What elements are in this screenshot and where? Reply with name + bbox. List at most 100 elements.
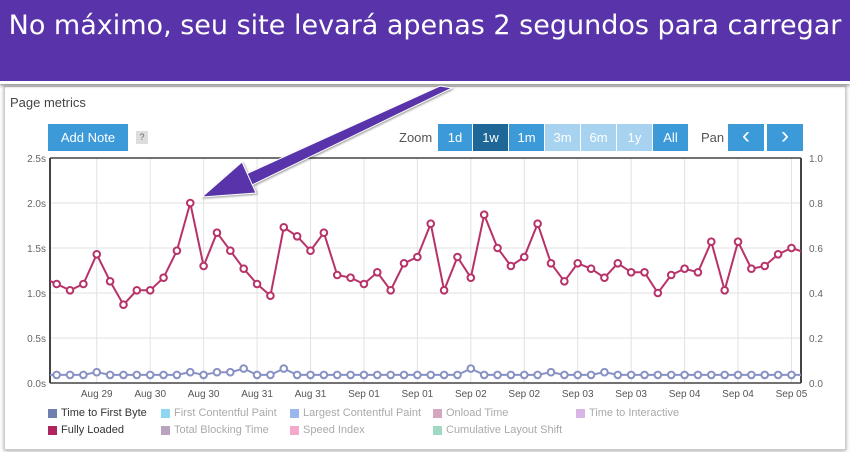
fully-loaded-point[interactable] bbox=[653, 288, 663, 298]
fully-loaded-point[interactable] bbox=[319, 228, 329, 237]
fully-loaded-point[interactable] bbox=[306, 246, 315, 255]
fully-loaded-point[interactable] bbox=[600, 273, 609, 283]
fully-loaded-point[interactable] bbox=[707, 237, 716, 246]
time-to-first-byte-point[interactable] bbox=[613, 370, 623, 380]
fully-loaded-point[interactable] bbox=[132, 286, 142, 295]
fully-loaded-point[interactable] bbox=[65, 286, 75, 295]
time-to-first-byte-point[interactable] bbox=[413, 370, 422, 380]
time-to-first-byte-point[interactable] bbox=[800, 372, 809, 379]
time-to-first-byte-point[interactable] bbox=[666, 370, 676, 380]
fully-loaded-point[interactable] bbox=[426, 219, 436, 228]
fully-loaded-point[interactable] bbox=[680, 264, 689, 274]
time-to-first-byte-point[interactable] bbox=[212, 367, 222, 377]
time-to-first-byte-point[interactable] bbox=[226, 367, 235, 377]
fully-loaded-point[interactable] bbox=[159, 273, 168, 283]
time-to-first-byte-point[interactable] bbox=[466, 364, 476, 373]
fully-loaded-point[interactable] bbox=[172, 246, 182, 255]
time-to-first-byte-point[interactable] bbox=[373, 370, 382, 380]
time-to-first-byte-point[interactable] bbox=[693, 370, 703, 380]
fully-loaded-point[interactable] bbox=[626, 268, 636, 277]
time-to-first-byte-point[interactable] bbox=[292, 370, 302, 380]
legend-item-cumulative-layout-shift[interactable]: Cumulative Layout Shift bbox=[433, 424, 562, 436]
legend-item-time-to-first-byte[interactable]: Time to First Byte bbox=[48, 407, 147, 419]
fully-loaded-point[interactable] bbox=[292, 232, 302, 241]
legend-item-total-blocking-time[interactable]: Total Blocking Time bbox=[161, 424, 269, 436]
fully-loaded-point[interactable] bbox=[266, 291, 275, 301]
zoom-6m-button[interactable]: 6m bbox=[581, 124, 616, 151]
time-to-first-byte-point[interactable] bbox=[92, 367, 102, 377]
fully-loaded-point[interactable] bbox=[519, 252, 529, 262]
time-to-first-byte-point[interactable] bbox=[640, 370, 649, 380]
zoom-1y-button[interactable]: 1y bbox=[617, 124, 652, 151]
help-icon[interactable]: ? bbox=[136, 131, 148, 144]
legend-item-onload-time[interactable]: Onload Time bbox=[433, 407, 508, 419]
fully-loaded-point[interactable] bbox=[346, 273, 355, 283]
fully-loaded-point[interactable] bbox=[52, 279, 61, 289]
fully-loaded-point[interactable] bbox=[573, 259, 583, 268]
time-to-first-byte-point[interactable] bbox=[279, 364, 289, 373]
fully-loaded-point[interactable] bbox=[760, 261, 770, 271]
fully-loaded-point[interactable] bbox=[613, 259, 623, 268]
fully-loaded-point[interactable] bbox=[479, 210, 489, 219]
fully-loaded-point[interactable] bbox=[119, 300, 128, 310]
legend-item-largest-contentful-paint[interactable]: Largest Contentful Paint bbox=[290, 407, 421, 419]
time-to-first-byte-point[interactable] bbox=[399, 370, 409, 380]
fully-loaded-point[interactable] bbox=[453, 252, 462, 262]
fully-loaded-point[interactable] bbox=[373, 268, 382, 277]
fully-loaded-point[interactable] bbox=[800, 249, 809, 256]
fully-loaded-point[interactable] bbox=[439, 286, 449, 295]
time-to-first-byte-point[interactable] bbox=[707, 370, 716, 380]
fully-loaded-point[interactable] bbox=[279, 223, 289, 232]
time-to-first-byte-point[interactable] bbox=[560, 370, 569, 380]
fully-loaded-point[interactable] bbox=[92, 250, 102, 259]
zoom-all-button[interactable]: All bbox=[653, 124, 688, 151]
fully-loaded-point[interactable] bbox=[359, 279, 369, 289]
time-to-first-byte-point[interactable] bbox=[573, 370, 583, 380]
fully-loaded-point[interactable] bbox=[747, 264, 756, 274]
fully-loaded-point[interactable] bbox=[586, 264, 596, 274]
time-to-first-byte-point[interactable] bbox=[65, 370, 75, 380]
time-to-first-byte-point[interactable] bbox=[319, 370, 329, 380]
fully-loaded-point[interactable] bbox=[399, 259, 409, 268]
legend-item-time-to-interactive[interactable]: Time to Interactive bbox=[576, 407, 679, 419]
fully-loaded-point[interactable] bbox=[733, 237, 743, 246]
time-to-first-byte-point[interactable] bbox=[787, 370, 796, 380]
time-to-first-byte-point[interactable] bbox=[439, 370, 449, 380]
zoom-1m-button[interactable]: 1m bbox=[509, 124, 544, 151]
time-to-first-byte-point[interactable] bbox=[546, 367, 556, 377]
time-to-first-byte-point[interactable] bbox=[185, 367, 195, 377]
fully-loaded-point[interactable] bbox=[560, 277, 569, 286]
fully-loaded-point[interactable] bbox=[720, 286, 729, 295]
time-to-first-byte-point[interactable] bbox=[586, 370, 596, 380]
time-to-first-byte-point[interactable] bbox=[386, 370, 395, 380]
zoom-3m-button[interactable]: 3m bbox=[545, 124, 580, 151]
fully-loaded-point[interactable] bbox=[506, 261, 516, 271]
time-to-first-byte-point[interactable] bbox=[626, 370, 636, 380]
fully-loaded-point[interactable] bbox=[787, 243, 796, 253]
fully-loaded-point[interactable] bbox=[226, 246, 235, 255]
time-to-first-byte-point[interactable] bbox=[159, 370, 168, 380]
fully-loaded-point[interactable] bbox=[40, 274, 47, 281]
time-to-first-byte-point[interactable] bbox=[266, 370, 275, 380]
fully-loaded-point[interactable] bbox=[466, 273, 476, 283]
time-to-first-byte-point[interactable] bbox=[132, 370, 142, 380]
zoom-1w-button[interactable]: 1w bbox=[473, 124, 508, 151]
pan-right-button[interactable]: › bbox=[767, 124, 803, 151]
time-to-first-byte-point[interactable] bbox=[733, 370, 743, 380]
time-to-first-byte-point[interactable] bbox=[747, 370, 756, 380]
time-to-first-byte-point[interactable] bbox=[600, 367, 609, 377]
fully-loaded-point[interactable] bbox=[145, 286, 155, 295]
fully-loaded-point[interactable] bbox=[332, 270, 342, 280]
time-to-first-byte-point[interactable] bbox=[720, 370, 729, 380]
fully-loaded-point[interactable] bbox=[693, 268, 703, 277]
fully-loaded-point[interactable] bbox=[413, 252, 422, 262]
fully-loaded-point[interactable] bbox=[185, 198, 195, 208]
time-to-first-byte-point[interactable] bbox=[653, 370, 663, 380]
fully-loaded-point[interactable] bbox=[79, 279, 88, 289]
fully-loaded-point[interactable] bbox=[493, 243, 502, 253]
fully-loaded-point[interactable] bbox=[239, 264, 248, 274]
legend-item-fully-loaded[interactable]: Fully Loaded bbox=[48, 424, 124, 436]
time-to-first-byte-point[interactable] bbox=[760, 370, 770, 380]
fully-loaded-point[interactable] bbox=[533, 219, 542, 228]
fully-loaded-point[interactable] bbox=[640, 268, 649, 277]
